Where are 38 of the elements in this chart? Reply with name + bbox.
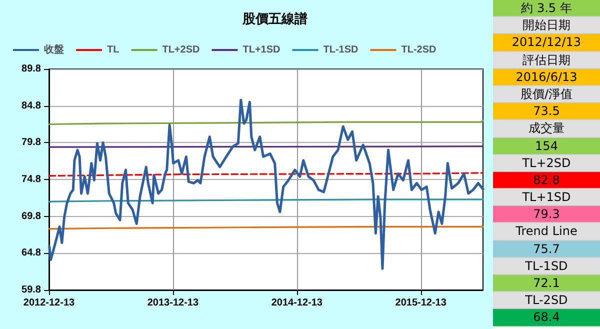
legend-label: TL+2SD: [162, 44, 200, 56]
text: 72.1: [493, 275, 600, 292]
y-tick-label: 69.8: [22, 210, 42, 222]
x-tick-label: 2012-12-13: [23, 298, 76, 308]
chart-title: 股價五線譜: [242, 11, 308, 26]
x-tick-label: 2015-12-13: [395, 298, 447, 308]
text: 成交量: [493, 120, 600, 138]
text: 75.7: [493, 240, 600, 258]
text: TL-1SD: [493, 258, 600, 275]
y-tick-label: 79.8: [22, 137, 42, 148]
text: 73.5: [493, 103, 600, 120]
text: TL+1SD: [493, 189, 600, 206]
text: TL-2SD: [493, 292, 600, 310]
y-tick-label: 64.8: [22, 248, 42, 259]
legend-label: TL-1SD: [323, 44, 358, 56]
text: 股價/淨值: [493, 86, 600, 104]
text: 154: [493, 138, 600, 155]
text: 開始日期: [493, 17, 600, 34]
text: 2016/6/13: [493, 68, 600, 86]
y-tick-label: 74.8: [22, 174, 42, 185]
text: 評估日期: [493, 52, 600, 69]
text: 約 3.5 年: [493, 0, 600, 18]
legend-label: TL-2SD: [401, 44, 436, 56]
text: 79.3: [493, 206, 600, 224]
text: 2012/12/13: [493, 34, 600, 52]
line-series: [48, 98, 484, 270]
legend-label: TL+1SD: [242, 44, 280, 56]
legend-label: 收盤: [44, 44, 64, 56]
legend-label: TL: [107, 44, 120, 56]
y-tick-label: 59.8: [22, 284, 42, 296]
text: 68.4: [493, 309, 600, 327]
x-tick-label: 2014-12-13: [271, 298, 323, 308]
text: 82.8: [493, 172, 600, 190]
text: Trend Line: [493, 223, 600, 241]
y-tick-label: 89.8: [22, 64, 42, 74]
x-tick-label: 2013-12-13: [147, 298, 199, 308]
y-tick-label: 84.8: [22, 100, 42, 112]
text: TL+2SD: [493, 154, 600, 172]
